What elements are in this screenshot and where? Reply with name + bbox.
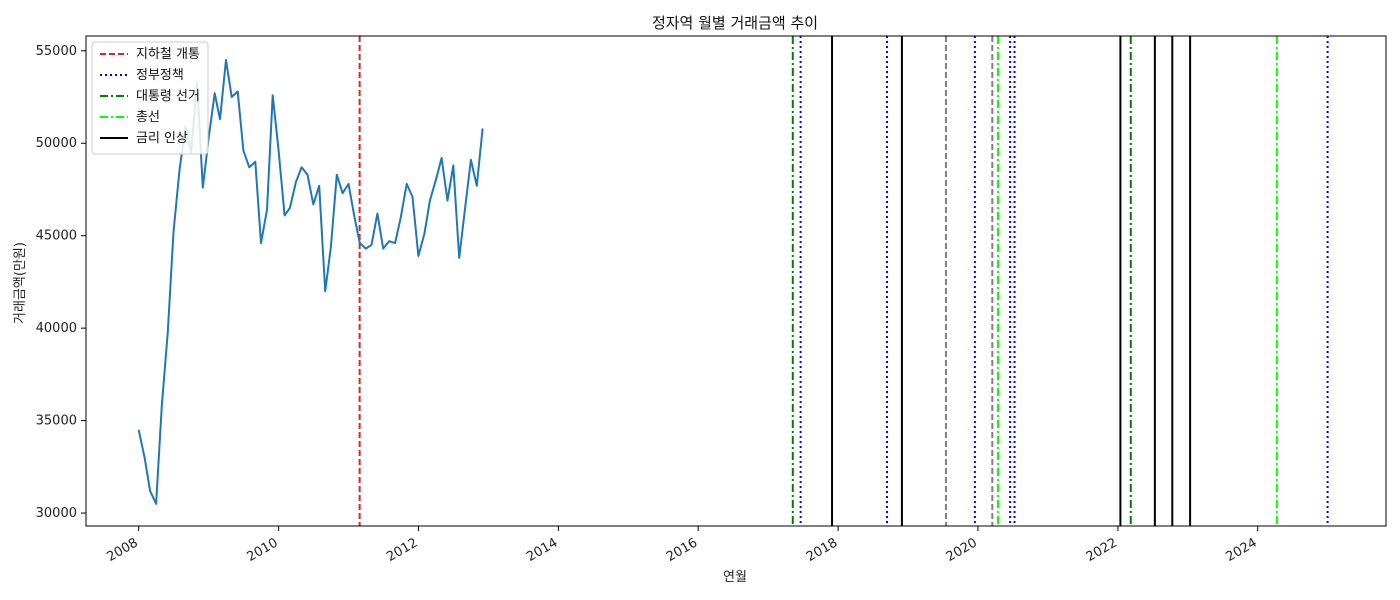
x-tick-label: 2020 [944,535,980,565]
x-tick-label: 2016 [664,535,700,565]
legend-label: 지하철 개통 [136,47,200,62]
legend-label: 총선 [136,110,160,125]
chart-title: 정자역 월별 거래금액 추이 [652,14,818,32]
y-tick-label: 35000 [36,414,77,429]
x-axis: 2008 2010 2012 2014 2016 2018 2020 2022 2024 [104,526,1260,565]
x-tick-label: 2008 [104,535,140,565]
x-tick-label: 2012 [384,535,420,565]
y-tick-label: 40000 [36,321,77,336]
y-tick-label: 45000 [36,229,77,244]
y-tick-label: 55000 [36,44,77,59]
plot-frame [85,35,1387,527]
y-tick-label: 30000 [36,506,77,521]
legend-label: 정부정책 [136,68,184,83]
x-tick-label: 2014 [524,535,560,565]
y-tick-label: 50000 [36,136,77,151]
x-axis-title: 연월 [723,570,747,585]
legend-label: 금리 인상 [136,131,188,146]
x-tick-label: 2018 [804,535,840,565]
y-axis-title: 거래금액(만원) [13,242,28,324]
legend-box [91,41,209,155]
x-tick-label: 2022 [1084,535,1120,565]
x-tick-label: 2024 [1224,535,1260,565]
x-tick-label: 2010 [244,535,280,565]
event-lines [358,36,1329,526]
y-axis: 30000 35000 40000 45000 50000 55000 [36,44,86,521]
legend-label: 대통령 선거 [136,89,200,104]
